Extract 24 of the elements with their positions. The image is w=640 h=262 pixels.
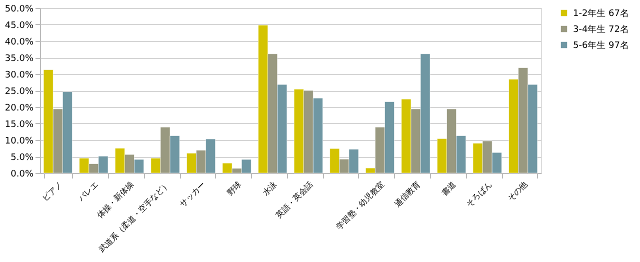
y-tick-label: 35.0% [4,54,34,64]
y-tick-label: 5.0% [10,153,34,163]
x-tick-label: その他 [506,180,530,204]
y-tick-label: 40.0% [4,38,34,48]
y-tick-label: 15.0% [4,120,34,130]
legend-label: 5-6年生 97名 [573,40,630,51]
legend-label: 3-4年生 72名 [573,24,630,35]
x-tick-label: 野球 [225,180,243,198]
y-tick-label: 45.0% [4,21,34,31]
y-tick-label: 25.0% [4,87,34,97]
legend-label: 1-2年生 67名 [573,8,630,19]
x-tick-label: 学習塾・幼児教室 [334,180,386,232]
x-tick-label: 水泳 [261,180,279,198]
x-tick-label: サッカー [178,180,208,209]
y-tick-label: 0.0% [10,170,34,180]
y-tick-label: 30.0% [4,70,34,80]
x-tick-label: バレエ [76,180,100,204]
x-tick-label: ピアノ [40,180,64,204]
x-tick-label: そろばん [464,180,494,209]
y-tick-label: 50.0% [4,4,34,14]
x-tick-label: 書道 [440,180,458,198]
y-tick-label: 10.0% [4,136,34,146]
y-tick-label: 20.0% [4,104,34,114]
x-tick-label: 通信教育 [392,180,422,209]
